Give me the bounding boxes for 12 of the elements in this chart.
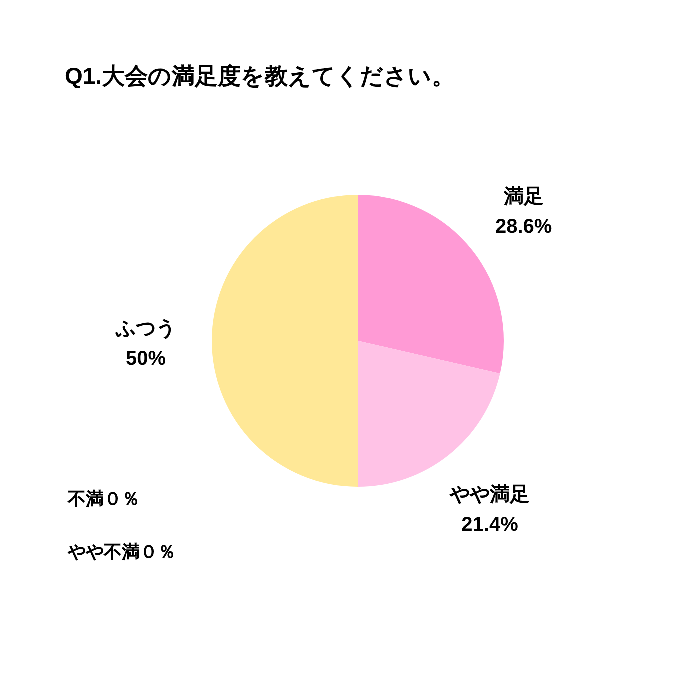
category-label: やや不満 xyxy=(68,542,140,562)
category-label: 不満 xyxy=(68,489,104,509)
data-label: 21.4% xyxy=(462,514,519,536)
text: ０％ xyxy=(140,542,176,562)
text: ０％ xyxy=(104,489,140,509)
slice-label: ふつう xyxy=(115,318,176,340)
data-label: 50% xyxy=(126,348,166,370)
slice-label: 満足 xyxy=(502,186,544,208)
pie-slice xyxy=(212,195,358,487)
slice-label: やや満足 xyxy=(449,484,530,506)
chart-title: Q1.大会の満足度を教えてください。 xyxy=(65,63,456,89)
data-label: 28.6% xyxy=(496,216,552,238)
